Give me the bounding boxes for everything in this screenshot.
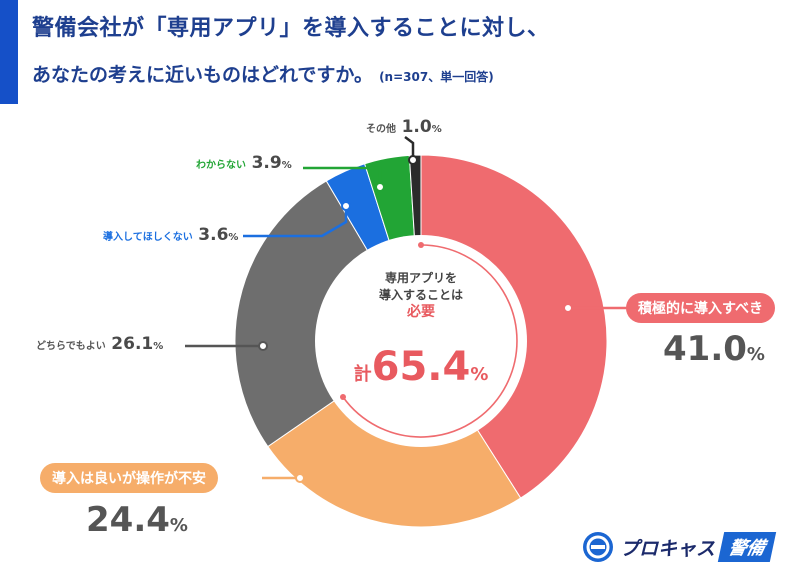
logo-mark-icon — [583, 532, 613, 562]
page-subtitle: あなたの考えに近いものはどれですか。 (n=307、単一回答) — [32, 60, 494, 87]
center-caption: 専用アプリを 導入することは 必要 — [345, 270, 497, 321]
label-worried-category: 導入は良いが操作が不安 — [40, 463, 218, 493]
label-other-category: その他 — [366, 124, 396, 135]
leader-other — [404, 136, 415, 160]
label-other-value: 1.0% — [401, 117, 442, 137]
leader-unknown — [303, 166, 382, 187]
leader-dot-worried — [295, 473, 305, 483]
sample-note: (n=307、単一回答) — [379, 70, 494, 84]
label-other: その他 1.0% — [366, 117, 442, 137]
leader-dontwant — [243, 206, 348, 238]
necessary-arc-dot — [418, 242, 424, 248]
label-unknown: わからない 3.9% — [196, 153, 292, 173]
label-dontwant-category: 導入してほしくない — [103, 232, 193, 243]
leader-dot-either — [258, 341, 268, 351]
center-line2: 導入することは — [378, 288, 463, 302]
leader-dot-proactive — [563, 303, 573, 313]
center-line1: 専用アプリを — [384, 271, 457, 285]
center-total-unit: % — [470, 364, 489, 385]
label-unknown-category: わからない — [196, 160, 246, 171]
center-total: 計65.4% — [333, 344, 509, 390]
subtitle-text: あなたの考えに近いものはどれですか。 — [32, 64, 374, 86]
logo-text: プロキャス — [620, 537, 716, 560]
label-unknown-value: 3.9% — [251, 153, 292, 173]
label-either: どちらでもよい 26.1% — [36, 334, 163, 354]
label-dontwant-value: 3.6% — [198, 225, 239, 245]
page-title: 警備会社が「専用アプリ」を導入することに対し、 — [32, 16, 550, 41]
accent-bar — [0, 0, 18, 104]
label-proactive-category: 積極的に導入すべき — [626, 293, 776, 323]
donut-hole — [315, 235, 527, 447]
label-proactive-value: 41.0% — [663, 329, 765, 369]
label-either-value: 26.1% — [111, 334, 164, 354]
logo-badge: 警備 — [717, 532, 777, 562]
leader-dot-other — [408, 155, 418, 165]
necessary-arc-dot — [340, 394, 346, 400]
leader-dot-unknown — [375, 182, 385, 192]
label-dontwant: 導入してほしくない 3.6% — [103, 225, 238, 245]
label-either-category: どちらでもよい — [36, 341, 106, 352]
label-worried-value: 24.4% — [86, 500, 188, 540]
center-total-value: 65.4 — [371, 344, 471, 390]
center-total-prefix: 計 — [353, 364, 372, 385]
leader-dot-dontwant — [341, 201, 351, 211]
necessary-arc — [342, 244, 518, 438]
center-line3: 必要 — [407, 304, 435, 320]
brand-logo: プロキャス 警備 — [582, 530, 777, 564]
